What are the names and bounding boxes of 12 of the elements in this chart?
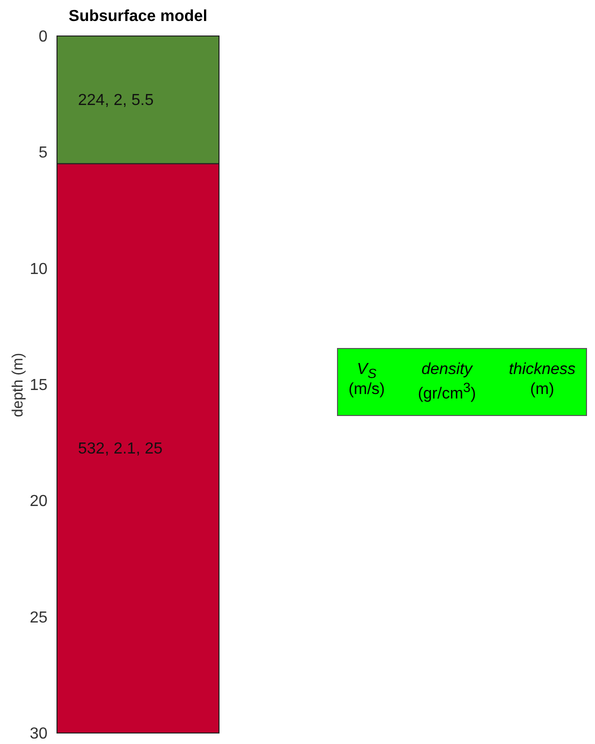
y-tick-label: 20 xyxy=(30,493,48,510)
y-tick-label: 30 xyxy=(30,726,48,742)
y-axis-title: depth (m) xyxy=(10,352,27,418)
y-tick-label: 15 xyxy=(30,377,48,394)
y-tick-label: 25 xyxy=(30,609,48,626)
data-label: 532, 2.1, 25 xyxy=(78,440,163,458)
y-tick-label: 10 xyxy=(30,260,48,278)
chart-title: Subsurface model xyxy=(68,8,208,25)
legend-key-box: V$_{S}$ density thickness (m/s) (gr/cm$^{3}$) (m) xyxy=(337,348,587,416)
y-tick-label: 0 xyxy=(38,28,48,46)
y-tick-label: 5 xyxy=(38,144,48,162)
data-label: 224, 2, 5.5 xyxy=(78,92,154,109)
